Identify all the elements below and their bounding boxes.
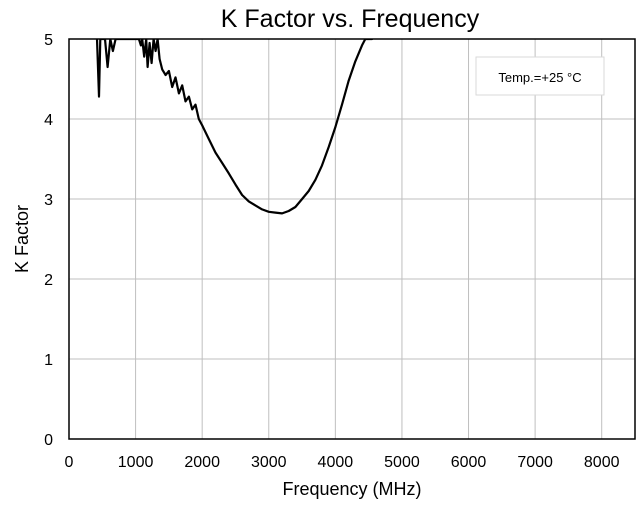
grid [68, 38, 635, 440]
y-tick-label: 2 [44, 272, 53, 289]
temperature-annotation: Temp.=+25 °C [498, 70, 581, 85]
series-line-0 [95, 39, 374, 215]
x-tick-label: 2000 [184, 454, 220, 471]
y-tick-label: 4 [44, 112, 53, 129]
x-tick-label: 8000 [584, 454, 620, 471]
tick-labels: 0 1000 2000 3000 4000 5000 6000 7000 8000 0 1 2 3 4 5 [44, 32, 620, 471]
chart-title: K Factor vs. Frequency [221, 5, 480, 33]
x-tick-label: 5000 [384, 454, 420, 471]
y-axis-title: K Factor [12, 205, 32, 273]
y-tick-label: 0 [44, 432, 53, 449]
x-tick-label: 3000 [251, 454, 287, 471]
x-tick-label: 1000 [118, 454, 154, 471]
x-tick-label: 7000 [517, 454, 553, 471]
x-tick-label: 0 [65, 454, 74, 471]
x-axis-title: Frequency (MHz) [282, 479, 421, 499]
x-tick-label: 4000 [318, 454, 354, 471]
plot-area [95, 39, 374, 215]
plot-frame [68, 38, 636, 440]
y-tick-label: 3 [44, 192, 53, 209]
y-tick-label: 1 [44, 352, 53, 369]
x-tick-label: 6000 [451, 454, 487, 471]
annotation-box: Temp.=+25 °C [475, 56, 605, 96]
y-tick-label: 5 [44, 32, 53, 49]
